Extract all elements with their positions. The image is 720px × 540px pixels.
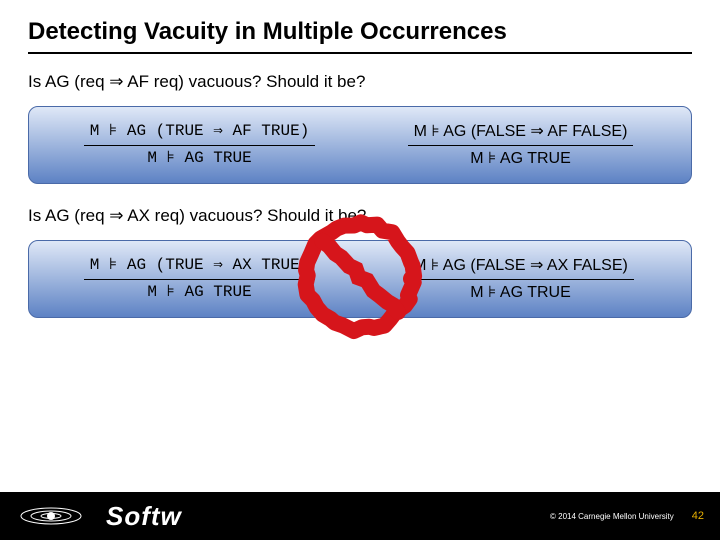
panel-ax: M ⊧ AG (TRUE ⇒ AX TRUE) M ⊧ AG TRUE M ⊧ … [28, 240, 692, 318]
deriv-af-false: M ⊧ AG (FALSE ⇒ AF FALSE) M ⊧ AG TRUE [360, 121, 681, 169]
deriv-af-true: M ⊧ AG (TRUE ⇒ AF TRUE) M ⊧ AG TRUE [39, 121, 360, 169]
deriv-af-true-bot: M ⊧ AG TRUE [39, 146, 360, 170]
deriv-af-true-top: M ⊧ AG (TRUE ⇒ AF TRUE) [84, 121, 316, 146]
question-1: Is AG (req ⇒ AF req) vacuous? Should it … [28, 72, 692, 92]
brand-text: Softw [106, 501, 182, 532]
deriv-ax-false-bot: M ⊧ AG TRUE [360, 280, 681, 304]
deriv-ax-true: M ⊧ AG (TRUE ⇒ AX TRUE) M ⊧ AG TRUE [39, 255, 360, 303]
copyright-text: © 2014 Carnegie Mellon University [550, 512, 674, 521]
deriv-af-false-bot: M ⊧ AG TRUE [360, 146, 681, 170]
slide-title: Detecting Vacuity in Multiple Occurrence… [28, 18, 692, 54]
deriv-ax-false: M ⊧ AG (FALSE ⇒ AX FALSE) M ⊧ AG TRUE [360, 255, 681, 303]
page-number: 42 [692, 510, 704, 522]
deriv-ax-false-top: M ⊧ AG (FALSE ⇒ AX FALSE) [407, 255, 634, 280]
deriv-ax-true-top: M ⊧ AG (TRUE ⇒ AX TRUE) [84, 255, 316, 280]
globe-icon [16, 501, 86, 531]
question-2: Is AG (req ⇒ AX req) vacuous? Should it … [28, 206, 692, 226]
deriv-af-false-top: M ⊧ AG (FALSE ⇒ AF FALSE) [408, 121, 634, 146]
footer: Softw © 2014 Carnegie Mellon University … [0, 492, 720, 540]
deriv-ax-true-bot: M ⊧ AG TRUE [39, 280, 360, 304]
panel-af: M ⊧ AG (TRUE ⇒ AF TRUE) M ⊧ AG TRUE M ⊧ … [28, 106, 692, 184]
